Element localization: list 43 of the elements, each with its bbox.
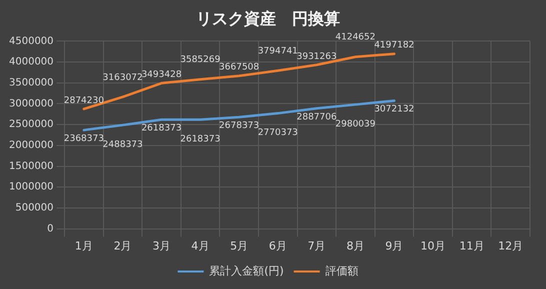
y-tick-label: 0 — [47, 223, 54, 234]
x-tick-label: 4月 — [191, 239, 210, 252]
y-tick-label: 1500000 — [8, 160, 54, 172]
data-label: 4197182 — [374, 40, 414, 51]
x-tick-label: 10月 — [420, 239, 446, 252]
data-label: 3931263 — [296, 52, 337, 62]
data-label: 3794741 — [258, 46, 298, 56]
data-label: 3163072 — [102, 72, 143, 83]
chart-title: リスク資産 円換算 — [196, 8, 340, 28]
y-tick-label: 3500000 — [8, 77, 54, 88]
x-tick-label: 7月 — [308, 239, 326, 252]
data-label: 2980039 — [335, 119, 376, 130]
x-tick-label: 12月 — [498, 239, 524, 252]
data-label: 2488373 — [102, 140, 143, 150]
data-label: 3072132 — [374, 104, 414, 115]
x-tick-label: 5月 — [230, 239, 248, 252]
data-label: 2368373 — [64, 134, 104, 144]
y-tick-label: 4000000 — [8, 56, 54, 68]
y-tick-label: 3000000 — [8, 98, 54, 110]
x-tick-label: 6月 — [268, 239, 287, 252]
data-label: 3667508 — [219, 62, 260, 73]
y-tick-label: 4500000 — [8, 36, 54, 47]
data-label: 2887706 — [296, 112, 337, 122]
x-tick-label: 2月 — [114, 239, 132, 252]
y-tick-label: 500000 — [15, 202, 54, 214]
legend-label: 評価額 — [325, 264, 358, 278]
y-tick-label: 1000000 — [8, 182, 54, 193]
x-tick-label: 3月 — [152, 239, 171, 252]
x-tick-label: 9月 — [385, 239, 404, 252]
data-label: 2678373 — [219, 120, 260, 131]
x-tick-label: 1月 — [74, 239, 93, 252]
y-tick-label: 2000000 — [8, 140, 54, 152]
data-label: 2770373 — [258, 128, 298, 138]
data-label: 4124652 — [335, 32, 376, 43]
x-tick-label: 8月 — [346, 239, 364, 252]
x-tick-label: 11月 — [459, 239, 484, 252]
data-label: 3493428 — [141, 70, 182, 80]
data-label: 3585269 — [180, 55, 221, 66]
data-label: 2618373 — [141, 123, 182, 134]
data-label: 2618373 — [180, 134, 220, 144]
legend-label: 累計入金額(円) — [209, 264, 284, 278]
data-label: 2874230 — [64, 96, 104, 106]
y-tick-label: 2500000 — [8, 119, 54, 130]
